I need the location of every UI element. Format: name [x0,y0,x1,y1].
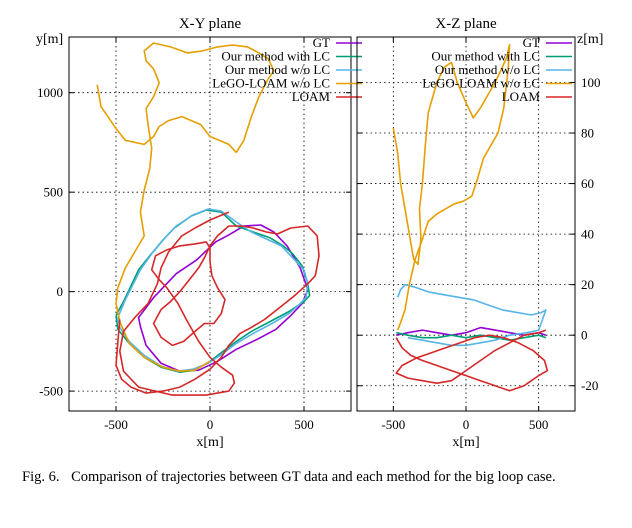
xz-legend-label: GT [523,35,540,50]
xz-ytick-label: -20 [581,378,598,393]
xy-series-lego-loam-w-o-lc [96,42,275,372]
xz-xtick-label: -500 [381,417,405,432]
xz-ytick-label: 40 [581,227,594,242]
xz-series-gt [396,326,547,336]
xy-ticks: -500 0 500 -500 0 500 1000 [37,37,351,432]
xy-series-loam [115,211,320,396]
xz-ytick-label: 0 [581,328,588,343]
xy-xlabel: x[m] [196,435,223,450]
figure-caption: Fig. 6. Comparison of trajectories betwe… [22,468,610,487]
xz-legend-label: LOAM [502,89,541,104]
xy-chart-title: X-Y plane [179,16,242,32]
xz-series-lego-loam-w-o-lc [392,43,511,331]
xy-ytick-label: 500 [44,185,64,200]
xy-legend-label: LOAM [292,89,331,104]
xy-ytick-label: -500 [39,384,63,399]
xz-ticks: -500 0 500 -20 0 20 40 60 80 100 [357,37,601,432]
xz-series-layer [392,43,549,392]
xz-series-our-method-w-o-lc [396,283,547,347]
xy-legend-label: Our method w/o LC [225,62,330,77]
xy-ytick-label: 1000 [37,85,63,100]
xz-xtick-label: 500 [529,417,549,432]
xy-series-layer [96,42,320,396]
caption-text: Comparison of trajectories between GT da… [71,469,556,485]
xz-ytick-label: 80 [581,126,594,141]
xy-ylabel: y[m] [36,32,63,47]
xz-xlabel: x[m] [452,435,479,450]
xz-plane-panel: -500 0 500 -20 0 20 40 60 80 100 X-Z plane z[m] x… [356,16,603,450]
xz-ytick-label: 60 [581,176,594,191]
xy-xtick-label: 0 [207,417,214,432]
caption-label: Fig. 6. [22,469,60,485]
xy-xtick-label: 500 [294,417,314,432]
xz-legend-label: Our method w/o LC [435,62,540,77]
xy-xtick-label: -500 [104,417,128,432]
xz-ylabel: z[m] [577,32,603,47]
xz-series-loam [395,329,549,392]
xy-series-our-method-with-lc [115,209,311,373]
xz-legend-label: LeGO-LOAM w/o LC [422,76,540,91]
xz-xtick-label: 0 [463,417,470,432]
xz-ytick-label: 100 [581,75,601,90]
xz-legend-label: Our method with LC [431,49,540,64]
xy-grid [69,37,351,411]
xy-legend-label: LeGO-LOAM w/o LC [212,76,330,91]
xz-ytick-label: 20 [581,277,594,292]
xz-grid [357,37,575,411]
xz-chart-title: X-Z plane [435,16,497,32]
xz-series-our-method-with-lc [396,331,547,341]
xy-legend-label: Our method with LC [221,49,330,64]
xy-legend-label: GT [313,35,330,50]
xy-ytick-label: 0 [57,284,64,299]
xz-plot-frame [356,36,576,412]
xy-plane-panel: -500 0 500 -500 0 500 1000 X-Y plane y[m] x[m]… [36,16,362,450]
